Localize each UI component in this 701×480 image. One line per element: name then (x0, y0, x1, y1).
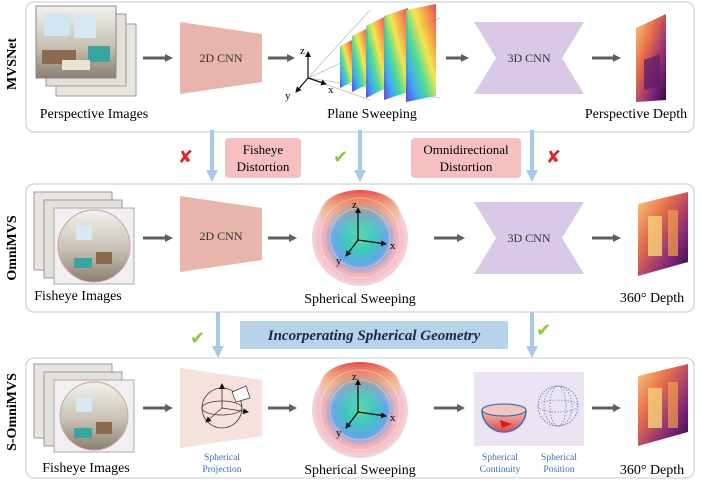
caption-fisheye-images-omnimvs: Fisheye Images (34, 289, 121, 304)
row-somnimvs-frame (25, 357, 695, 479)
fisheye-images (33, 191, 135, 285)
row-title-omnimvs: OmniMVS (5, 215, 20, 281)
badge-spherical-geometry: Incorperating Spherical Geometry (240, 321, 508, 349)
row-somnimvs: S-OmniMVS Fisheye Images Spherical Proje… (5, 357, 695, 479)
check-mark-icon: ✔ (190, 328, 205, 349)
badge-spherical-geometry-label: Incorperating Spherical Geometry (267, 328, 481, 344)
cnn2d-block-omnimvs (180, 196, 262, 272)
caption-fisheye-images-somnimvs: Fisheye Images (42, 461, 129, 476)
omni-depth-map (638, 192, 688, 276)
axis-z-label: z (300, 45, 305, 57)
cnn3d-label-omnimvs: 3D CNN (507, 231, 550, 245)
spherical-position-line1: Spherical (541, 453, 577, 463)
badge-omni-line1: Omnidirectional (423, 142, 509, 157)
spherical-continuity-line1: Spherical (482, 453, 518, 463)
cnn2d-label-omnimvs: 2D CNN (199, 229, 242, 243)
axis-z-label: z (352, 199, 357, 211)
spherical-sweeping-volume (312, 362, 408, 458)
cross-mark-icon: ✘ (546, 147, 561, 168)
row-omnimvs: OmniMVS Fisheye Images 2D CNN z x y Sp (5, 183, 695, 313)
fisheye-images (33, 363, 135, 453)
caption-perspective-depth: Perspective Depth (585, 107, 687, 122)
caption-360-depth-omnimvs: 360° Depth (620, 291, 684, 306)
axis-y-label: y (285, 90, 291, 102)
row-mvsnet: MVSNet Perspective Images 2D CNN (5, 1, 695, 133)
cnn3d-label-mvsnet: 3D CNN (507, 51, 550, 65)
caption-plane-sweeping: Plane Sweeping (327, 107, 417, 122)
axis-y-label: y (336, 255, 342, 267)
caption-360-depth-somnimvs: 360° Depth (620, 463, 684, 478)
perspective-depth-map (636, 14, 666, 102)
badge-fisheye-line2: Distortion (237, 159, 290, 174)
perspective-images (35, 5, 137, 97)
spherical-sweeping-volume (312, 190, 408, 286)
spherical-projection-line1: Spherical (204, 453, 240, 463)
axis-x-label: x (328, 84, 334, 96)
cnn3d-block-mvsnet (474, 22, 584, 94)
badge-fisheye-distortion: Fisheye Distortion (225, 138, 301, 178)
axis-x-label: x (390, 412, 396, 424)
cnn2d-block-mvsnet (180, 22, 262, 94)
spherical-continuity-position-block (474, 372, 584, 446)
badge-omnidirectional-distortion: Omnidirectional Distortion (411, 138, 521, 178)
spherical-projection-line2: Projection (202, 465, 241, 475)
check-mark-icon: ✔ (536, 320, 551, 341)
spherical-projection-block (180, 368, 262, 448)
caption-spherical-sweeping-somnimvs: Spherical Sweeping (304, 463, 416, 478)
axis-y-label: y (336, 427, 342, 439)
caption-perspective-images: Perspective Images (40, 107, 148, 122)
row-omnimvs-frame (25, 183, 695, 313)
check-mark-icon: ✔ (333, 147, 348, 168)
badge-fisheye-line1: Fisheye (243, 142, 284, 157)
axis-z-label: z (352, 371, 357, 383)
caption-spherical-sweeping-omnimvs: Spherical Sweeping (304, 292, 416, 307)
spherical-position-line2: Position (543, 465, 574, 475)
cnn3d-block-omnimvs (474, 202, 584, 274)
cnn2d-label-mvsnet: 2D CNN (199, 51, 242, 65)
plane-sweeping-volume (295, 4, 441, 102)
axis-x-label: x (390, 240, 396, 252)
spherical-continuity-line2: Continuity (480, 465, 521, 475)
badge-omni-line2: Distortion (440, 159, 493, 174)
row-title-somnimvs: S-OmniMVS (5, 373, 20, 451)
cross-mark-icon: ✘ (178, 147, 193, 168)
row-title-mvsnet: MVSNet (5, 38, 20, 90)
omni-depth-map (638, 364, 688, 446)
